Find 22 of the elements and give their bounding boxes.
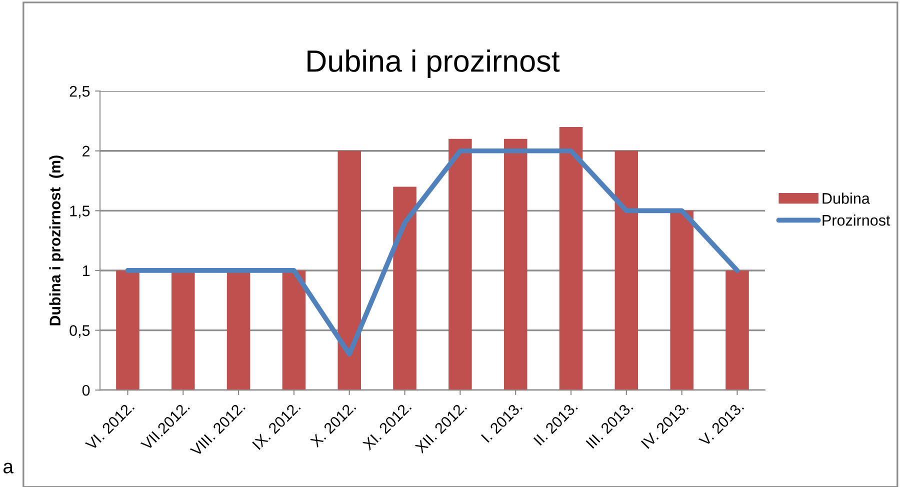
y-tick-label: 1,5 <box>70 206 90 218</box>
text: a <box>4 462 14 474</box>
bar <box>282 270 306 390</box>
y-tick-label: 2,5 <box>70 86 90 99</box>
y-tick-label: 1 <box>82 266 90 276</box>
bar <box>338 150 361 390</box>
bar <box>116 270 140 390</box>
y-tick-label: 0 <box>82 384 90 396</box>
y-tick-label: 2 <box>82 146 90 156</box>
bar <box>559 126 583 390</box>
legend-label: Dubina <box>822 192 870 204</box>
bar <box>670 210 694 390</box>
chart-title: Dubina i prozirnost <box>308 49 560 78</box>
y-tick-label: 0,5 <box>70 325 90 338</box>
bar <box>614 150 638 390</box>
bar <box>448 138 472 390</box>
bar <box>726 270 749 390</box>
bar <box>504 138 528 390</box>
line-series <box>125 148 740 357</box>
bar <box>393 186 416 390</box>
y-axis-title: Dubina i prozirnost (m) <box>49 156 64 326</box>
legend-label: Prozirnost <box>822 214 890 226</box>
